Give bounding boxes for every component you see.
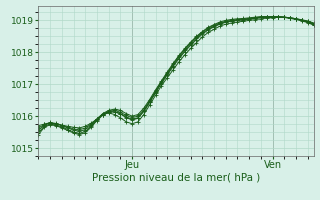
X-axis label: Pression niveau de la mer( hPa ): Pression niveau de la mer( hPa ) [92,173,260,183]
